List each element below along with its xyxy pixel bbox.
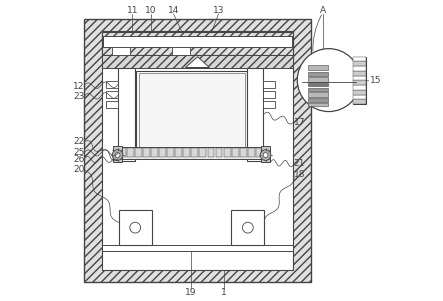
Text: 14: 14 [168, 6, 179, 15]
Bar [136, 71, 247, 154]
Bar [354, 85, 366, 90]
Bar [354, 76, 366, 80]
Polygon shape [186, 57, 210, 67]
Text: 10: 10 [145, 6, 157, 15]
Bar [118, 68, 135, 161]
Bar [106, 81, 118, 88]
Circle shape [242, 222, 253, 233]
Circle shape [130, 222, 140, 233]
Bar [264, 101, 276, 108]
Bar [139, 73, 245, 151]
Bar [248, 148, 255, 157]
Bar [101, 31, 293, 270]
Bar [191, 148, 198, 157]
Bar [106, 101, 118, 108]
Bar [240, 148, 247, 157]
Bar [308, 88, 328, 91]
Bar [354, 99, 366, 104]
Text: 21: 21 [294, 160, 305, 169]
Bar [159, 148, 166, 157]
Text: 13: 13 [213, 6, 224, 15]
Bar [232, 148, 239, 157]
Bar [119, 210, 152, 245]
Bar [354, 61, 366, 66]
Text: 20: 20 [73, 166, 84, 175]
Text: 26: 26 [73, 155, 84, 164]
Circle shape [112, 150, 123, 160]
Bar [151, 148, 158, 157]
Bar [143, 148, 150, 157]
Bar [354, 57, 366, 104]
Bar [113, 146, 122, 163]
Bar [308, 98, 328, 102]
Bar [84, 19, 311, 282]
Text: 1: 1 [221, 288, 227, 297]
Circle shape [115, 153, 120, 157]
Bar [264, 91, 276, 98]
Bar [354, 71, 366, 76]
Text: 22: 22 [73, 137, 84, 146]
Bar [199, 148, 206, 157]
Text: 19: 19 [185, 288, 197, 297]
Text: 25: 25 [73, 148, 84, 157]
Bar [167, 148, 174, 157]
Text: 12: 12 [73, 82, 84, 91]
Bar [264, 81, 276, 88]
Bar [308, 103, 328, 106]
Bar [118, 147, 264, 159]
Bar [308, 65, 328, 70]
Bar [175, 148, 182, 157]
Bar [308, 72, 328, 76]
Text: 23: 23 [73, 92, 84, 101]
Bar [106, 91, 118, 98]
Bar [247, 68, 264, 161]
Text: 15: 15 [370, 76, 381, 85]
Text: 11: 11 [126, 6, 138, 15]
Bar [101, 245, 293, 251]
Bar [112, 47, 130, 54]
Bar [354, 57, 366, 61]
Bar [354, 90, 366, 95]
Bar [101, 32, 293, 54]
Bar [103, 36, 292, 47]
Bar [256, 148, 263, 157]
Text: A: A [320, 6, 326, 15]
Bar [354, 95, 366, 99]
Bar [261, 146, 270, 163]
Circle shape [297, 49, 360, 112]
Bar [308, 83, 328, 86]
Bar [101, 54, 293, 68]
Bar [354, 66, 366, 71]
Bar [308, 92, 328, 97]
Bar [354, 80, 366, 85]
Bar [119, 148, 126, 157]
Circle shape [263, 153, 268, 157]
Text: 17: 17 [294, 117, 305, 126]
Bar [127, 148, 134, 157]
Bar [135, 148, 142, 157]
Bar [224, 148, 230, 157]
Bar [231, 210, 264, 245]
Bar [308, 77, 328, 82]
Bar [183, 148, 190, 157]
Bar [207, 148, 214, 157]
Bar [216, 148, 222, 157]
Circle shape [260, 150, 271, 160]
Bar [172, 47, 190, 54]
Text: 18: 18 [294, 170, 305, 179]
